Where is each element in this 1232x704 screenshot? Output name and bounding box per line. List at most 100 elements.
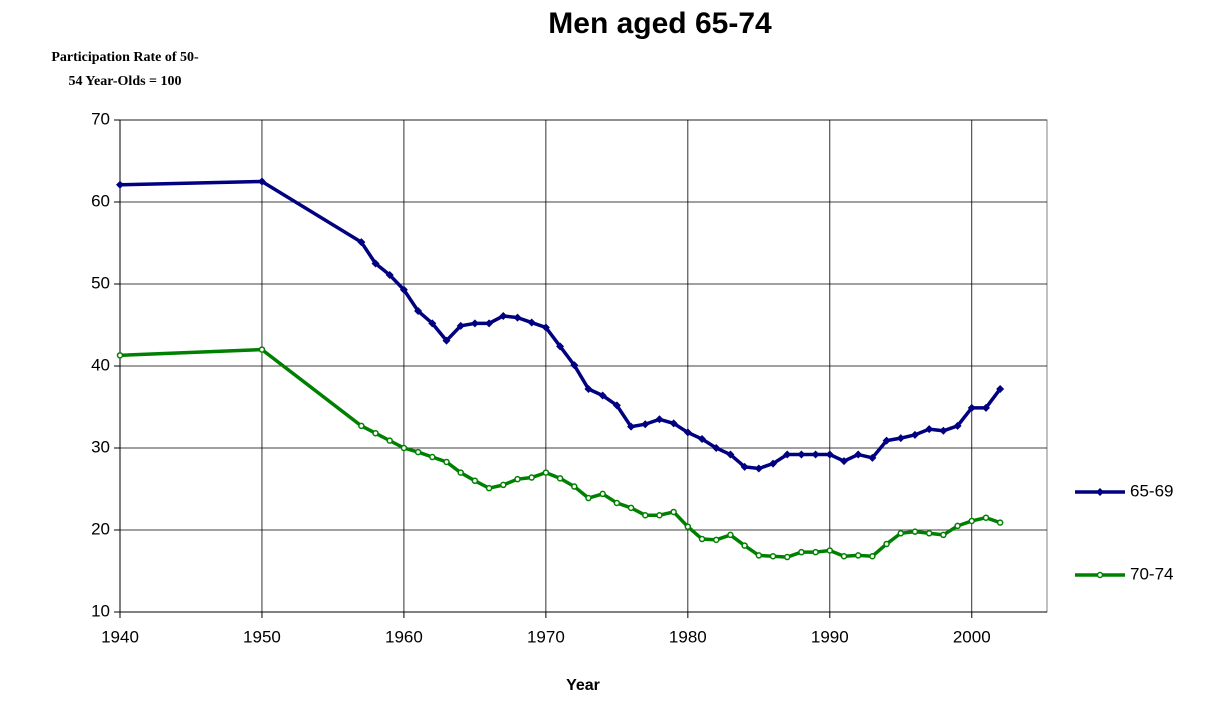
x-tick-label: 1940	[101, 627, 139, 646]
point	[513, 313, 522, 322]
point	[527, 318, 536, 327]
point	[371, 259, 380, 268]
point	[613, 499, 621, 507]
point	[116, 180, 124, 189]
y-tick-label: 10	[91, 601, 110, 620]
legend-marker	[1096, 488, 1104, 496]
y-tick-label: 60	[91, 191, 110, 210]
point	[954, 522, 961, 530]
point	[442, 336, 451, 345]
point	[783, 450, 792, 459]
point	[840, 552, 848, 560]
point	[571, 483, 578, 490]
point	[258, 346, 266, 353]
point	[982, 514, 990, 521]
point	[981, 403, 990, 412]
point	[470, 319, 479, 328]
legend-marker	[1096, 571, 1104, 579]
point	[358, 422, 365, 430]
point	[542, 469, 550, 476]
point	[541, 323, 550, 332]
point	[386, 437, 393, 444]
point	[499, 311, 508, 320]
point	[485, 484, 493, 492]
point	[641, 420, 650, 429]
point	[612, 401, 621, 410]
point	[769, 552, 777, 560]
series-line	[119, 347, 1001, 559]
point	[754, 464, 763, 473]
point	[783, 553, 791, 561]
point	[869, 552, 876, 560]
x-axis-title: Year	[566, 677, 600, 694]
point	[798, 548, 805, 556]
point	[556, 342, 565, 351]
point	[968, 517, 976, 525]
point	[910, 430, 919, 439]
point	[642, 511, 649, 519]
point	[599, 490, 606, 498]
point	[556, 475, 564, 482]
point	[826, 547, 834, 554]
x-tick-label: 1990	[811, 627, 849, 646]
point	[967, 403, 976, 412]
point	[570, 361, 579, 370]
point	[471, 477, 479, 485]
point	[669, 419, 678, 428]
point	[584, 384, 593, 393]
point	[116, 352, 124, 359]
point	[797, 450, 806, 459]
point	[712, 444, 721, 452]
point	[911, 528, 919, 535]
point	[399, 285, 408, 294]
point	[457, 469, 464, 476]
y-axis-title: Participation Rate of 50-	[51, 50, 199, 65]
point	[741, 542, 748, 549]
x-tick-label: 1980	[669, 627, 707, 646]
point	[585, 494, 592, 502]
point	[925, 425, 934, 434]
point	[655, 415, 664, 424]
x-tick-label: 1970	[527, 627, 565, 646]
point	[812, 548, 819, 556]
point	[598, 391, 607, 400]
y-tick-label: 50	[91, 273, 110, 292]
point	[925, 530, 933, 537]
point	[684, 523, 692, 530]
point	[414, 448, 422, 456]
point	[514, 475, 521, 483]
point	[883, 540, 890, 548]
chart-title: Men aged 65-74	[548, 7, 772, 40]
point	[698, 434, 707, 443]
point	[414, 307, 423, 316]
point	[400, 444, 408, 452]
point	[839, 457, 848, 466]
point	[372, 429, 379, 437]
point	[428, 319, 437, 328]
point	[868, 453, 877, 462]
legend-label: 70-74	[1130, 564, 1173, 583]
point	[996, 519, 1004, 526]
point	[627, 422, 636, 431]
point	[755, 552, 763, 559]
point	[825, 450, 834, 459]
point	[385, 270, 394, 279]
point	[456, 321, 465, 330]
point	[485, 319, 494, 328]
point	[740, 462, 749, 471]
point	[953, 421, 962, 430]
point	[896, 434, 905, 443]
point	[627, 504, 635, 512]
point	[854, 552, 862, 559]
point	[811, 450, 820, 459]
point	[882, 436, 891, 445]
point	[528, 474, 535, 481]
point	[939, 426, 948, 435]
point	[726, 450, 735, 459]
point	[257, 177, 266, 186]
legend-label: 65-69	[1130, 481, 1173, 500]
point	[357, 238, 366, 247]
point	[712, 536, 720, 544]
point	[897, 530, 905, 537]
